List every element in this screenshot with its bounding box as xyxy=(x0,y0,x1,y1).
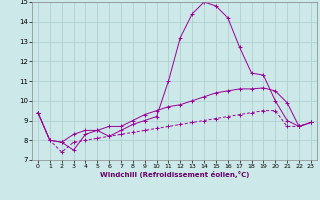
X-axis label: Windchill (Refroidissement éolien,°C): Windchill (Refroidissement éolien,°C) xyxy=(100,171,249,178)
